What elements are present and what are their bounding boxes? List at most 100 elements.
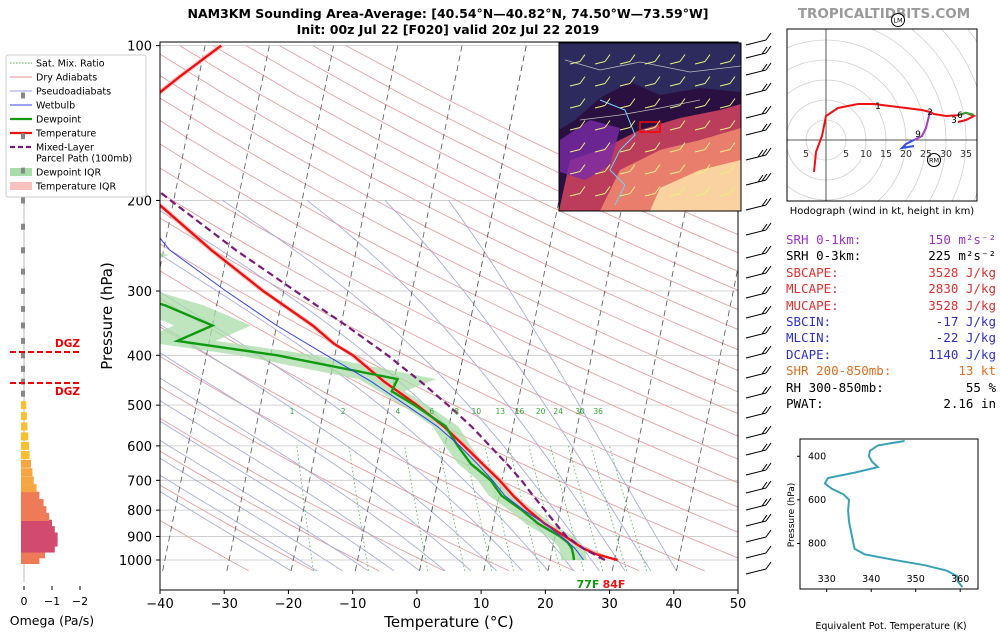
- stat-value: 2830 J/kg: [928, 281, 996, 297]
- hodograph-ring-label: 30: [940, 149, 952, 160]
- surface-label: 84F: [603, 578, 626, 591]
- x-tick-label: 30: [601, 597, 618, 612]
- omega-bar: [21, 422, 27, 430]
- stat-row: SRH 0-1km:150 m²s⁻²: [786, 232, 996, 248]
- hodograph-height-label: 3: [951, 116, 957, 126]
- mixing-ratio-label: 1: [290, 407, 295, 416]
- mixing-ratio-label: 36: [593, 407, 603, 416]
- stat-row: DCAPE:1140 J/kg: [786, 347, 996, 363]
- y-tick-label: 900: [127, 530, 152, 545]
- stat-row: SBCAPE:3528 J/kg: [786, 265, 996, 281]
- theta-e-x-tick-label: 360: [951, 574, 969, 585]
- legend-label-line2: Parcel Path (100mb): [36, 154, 132, 165]
- wind-barb-flag: [766, 562, 771, 569]
- omega-bar: [21, 391, 25, 397]
- wind-barb-shaft: [746, 180, 766, 185]
- stat-label: SRH 0-1km:: [786, 232, 861, 248]
- x-tick-label: 20: [537, 597, 554, 612]
- mixing-ratio-line: [297, 446, 313, 571]
- omega-bar: [21, 432, 28, 440]
- wind-barb-shaft: [746, 521, 766, 526]
- theta-e-profile: [825, 441, 963, 587]
- theta-e-y-tick-label: 800: [808, 538, 826, 549]
- wind-barb-flag: [766, 546, 771, 553]
- mixing-ratio-label: 4: [395, 407, 400, 416]
- wind-barb-shaft: [746, 273, 766, 278]
- x-tick-label: 0: [413, 597, 421, 612]
- y-tick-label: 100: [127, 40, 152, 55]
- hodograph-ring-label: 25: [920, 149, 932, 160]
- stat-value: -22 J/kg: [936, 330, 996, 346]
- omega-axis-ticks: 0−1−2: [21, 586, 89, 608]
- wind-barb-shaft: [746, 569, 766, 574]
- stat-label: SHR 200-850mb:: [786, 363, 891, 379]
- stat-row: MLCAPE: 2830 J/kg: [786, 281, 996, 297]
- wind-barb-shaft: [746, 433, 766, 438]
- stat-label: MLCAPE:: [786, 281, 839, 297]
- omega-bar: [21, 476, 34, 484]
- omega-bar: [21, 484, 37, 492]
- mixing-ratio-label: 10: [472, 407, 482, 416]
- legend-label: Sat. Mix. Ratio: [36, 59, 105, 70]
- omega-bar: [21, 401, 26, 409]
- stat-label: MUCAPE:: [786, 298, 839, 314]
- chart-title-line2: Init: 00z Jul 22 [F020] valid 20z Jul 22…: [297, 22, 600, 37]
- wind-barb-shaft: [746, 53, 766, 58]
- hodograph-ring-label: 5: [803, 149, 809, 160]
- hodograph-height-label: 1: [875, 102, 881, 112]
- omega-bar: [21, 306, 25, 312]
- stat-value: 225 m²s⁻²: [928, 248, 996, 264]
- wind-barb-shaft: [746, 470, 766, 475]
- omega-x-tick-label: −1: [44, 595, 60, 608]
- stat-value: 1140 J/kg: [928, 347, 996, 363]
- omega-bar: [21, 506, 46, 514]
- wind-barb-shaft: [746, 450, 766, 455]
- mixing-ratio-line: [405, 446, 428, 571]
- legend-label: Mixed-Layer: [36, 143, 94, 154]
- mixing-ratio-line: [609, 446, 646, 571]
- wind-barb-shaft: [746, 553, 766, 558]
- wind-barb-shaft: [746, 293, 766, 298]
- hodograph-ring-label: 20: [900, 149, 912, 160]
- brand-watermark: TROPICALTIDBITS.COM: [798, 6, 970, 22]
- chart-title-line1: NAM3KM Sounding Area-Average: [40.54°N—4…: [188, 6, 709, 21]
- wind-barb-shaft: [746, 373, 766, 378]
- stat-label: MLCIN:: [786, 330, 831, 346]
- omega-bar: [21, 460, 31, 468]
- legend-label: Dewpoint: [36, 115, 81, 126]
- mixing-ratio-label: 2: [341, 407, 346, 416]
- stat-row: SRH 0-3km:225 m²s⁻²: [786, 248, 996, 264]
- omega-bar: [21, 288, 25, 294]
- omega-bar: [21, 366, 25, 372]
- y-tick-label: 1000: [119, 554, 152, 569]
- stat-row: PWAT:2.16 in: [786, 396, 996, 412]
- x-tick-label: 40: [666, 597, 683, 612]
- wind-barb-shaft: [746, 113, 766, 118]
- y-tick-label: 400: [127, 349, 152, 364]
- omega-bar: [21, 197, 25, 203]
- wind-barb-shaft: [746, 505, 766, 510]
- legend-label: Wetbulb: [36, 101, 75, 112]
- hodograph-trace-9km: [902, 140, 914, 148]
- x-tick-label: 10: [473, 597, 490, 612]
- mixing-ratio-label: 30: [575, 407, 585, 416]
- y-tick-label: 800: [127, 504, 152, 519]
- theta-e-xlabel: Equivalent Pot. Temperature (K): [815, 621, 966, 632]
- y-tick-label: 300: [127, 285, 152, 300]
- hodograph-trace-0-3km: [814, 104, 974, 172]
- legend-label: Dry Adiabats: [36, 73, 97, 84]
- legend-label: Pseudoadiabats: [36, 87, 111, 98]
- surface-label: 77F: [577, 578, 600, 591]
- skewt-xlabel: Temperature (°C): [383, 613, 513, 631]
- stat-value: 2.16 in: [943, 396, 996, 412]
- wind-barb-shaft: [746, 90, 766, 95]
- y-tick-label: 500: [127, 399, 152, 414]
- omega-bar: [21, 492, 39, 500]
- omega-bar: [21, 269, 25, 275]
- wind-barb-shaft: [746, 205, 766, 210]
- omega-x-tick-label: −2: [72, 595, 88, 608]
